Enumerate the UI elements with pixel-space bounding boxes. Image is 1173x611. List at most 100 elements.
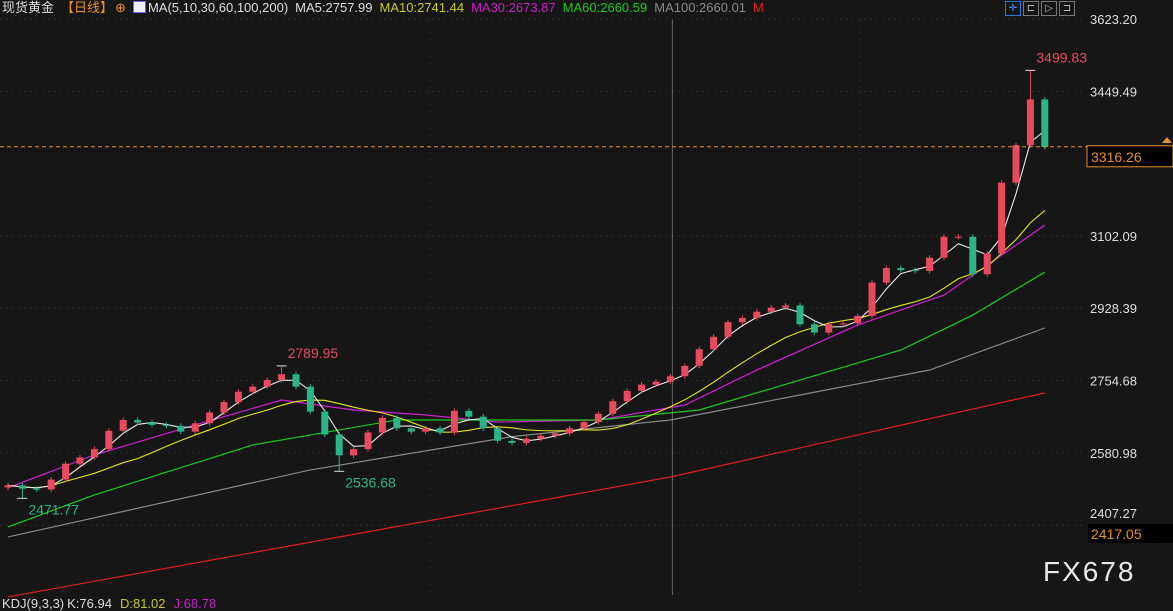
candle-body <box>710 336 718 350</box>
candle-body <box>249 386 257 392</box>
candle-body <box>969 236 977 275</box>
candle-body <box>378 417 386 433</box>
y-tick-label: 2407.27 <box>1090 506 1137 521</box>
candle-body <box>854 315 862 324</box>
candle-body <box>1041 99 1049 147</box>
candle-body <box>1012 145 1020 183</box>
candle-body <box>652 381 660 385</box>
extreme-label: 2471.77 <box>28 501 79 517</box>
candle-body <box>90 449 98 458</box>
candle-body <box>4 485 12 488</box>
candle-body <box>508 440 516 443</box>
candle-body <box>638 384 646 391</box>
candle-body <box>33 488 41 490</box>
candle-body <box>335 434 343 456</box>
candle-body <box>753 311 761 318</box>
candle-body <box>134 419 142 423</box>
candle-body <box>839 323 847 325</box>
ma10-value: MA10:2741.44 <box>379 0 465 15</box>
extreme-label: 2536.68 <box>345 474 396 490</box>
kdj-label: KDJ(9,3,3) <box>2 596 65 611</box>
ma60-value: MA60:2660.59 <box>562 0 648 15</box>
crosshair-icon[interactable]: ✛ <box>1005 1 1021 16</box>
chart-right-icon[interactable]: ⊐ <box>1059 1 1075 16</box>
candle-body <box>609 401 617 414</box>
candle-body <box>393 417 401 429</box>
candle-body <box>810 324 818 333</box>
candle-body <box>191 423 199 432</box>
y-tick-label: 2580.98 <box>1090 446 1137 461</box>
candle-body <box>580 422 588 429</box>
candle-body <box>825 324 833 333</box>
candle-body <box>119 419 127 431</box>
chart-play-icon[interactable]: ▷ <box>1041 1 1057 16</box>
candle-body <box>76 457 84 464</box>
symbol-title: 现货黄金 <box>2 0 55 15</box>
y-tick-label: 2754.68 <box>1090 374 1137 389</box>
chart-left-icon[interactable]: ⊏ <box>1023 1 1039 16</box>
candle-body <box>494 428 502 441</box>
candle-body <box>1026 99 1034 146</box>
candle-body <box>105 430 113 450</box>
candle-body <box>407 428 415 432</box>
candle-body <box>364 432 372 450</box>
ma100-line <box>7 327 1046 538</box>
candle-body <box>220 402 228 413</box>
candle-body <box>263 380 271 387</box>
candle-body <box>724 322 732 337</box>
candle-body <box>782 305 790 308</box>
period-label[interactable]: 【日线】 <box>61 0 114 15</box>
extreme-label: 3499.83 <box>1036 49 1087 65</box>
ma5-value: MA5:2757.99 <box>295 0 373 15</box>
ma60-line <box>7 271 1046 528</box>
candle-body <box>882 268 890 283</box>
candle-body <box>738 317 746 323</box>
candle-body <box>148 422 156 425</box>
candle-body <box>306 386 314 412</box>
candle-body <box>479 416 487 429</box>
candle-body <box>666 376 674 382</box>
zoom-icon[interactable]: ⊕ <box>115 0 126 15</box>
candle-body <box>767 307 775 312</box>
y-tick-label: 3449.49 <box>1090 84 1137 99</box>
toolbar: ✛ ⊏ ▷ ⊐ <box>1005 1 1075 16</box>
candle-body <box>998 182 1006 254</box>
candle-body <box>551 433 559 436</box>
candle-body <box>926 257 934 271</box>
candle-body <box>911 270 919 272</box>
ma10-line <box>7 209 1046 489</box>
candle-body <box>436 428 444 433</box>
candle-body <box>796 305 804 325</box>
price-alert-icon[interactable] <box>1162 137 1172 143</box>
candle-body <box>522 438 530 443</box>
candle-body <box>422 428 430 432</box>
indicator-icon[interactable] <box>132 1 146 13</box>
candle-body <box>983 253 991 275</box>
candle-body <box>162 424 170 426</box>
kdj-k: K:76.94 <box>67 596 112 611</box>
m-button[interactable]: M <box>753 0 764 15</box>
ma30-line <box>7 224 1046 489</box>
candle-body <box>450 410 458 433</box>
kdj-d: D:81.02 <box>119 596 166 611</box>
candle-body <box>465 410 473 417</box>
low-marker-label: 2417.05 <box>1091 526 1142 542</box>
candle-body <box>954 236 962 238</box>
extreme-label: 2789.95 <box>288 345 339 361</box>
y-tick-label: 3102.09 <box>1090 229 1137 244</box>
candle-body <box>47 479 55 490</box>
current-price-box <box>1086 145 1173 168</box>
candle-body <box>537 435 545 439</box>
y-tick-label: 3623.20 <box>1090 12 1137 27</box>
ma100-value: MA100:2660.01 <box>654 0 747 15</box>
candle-body <box>681 365 689 377</box>
current-price-label: 3316.26 <box>1091 149 1142 165</box>
ma30-value: MA30:2673.87 <box>471 0 556 15</box>
candle-body <box>206 412 214 424</box>
low-marker-box <box>1088 524 1173 543</box>
watermark: FX678 <box>1043 556 1136 587</box>
candle-body <box>566 428 574 434</box>
candle-body <box>350 449 358 456</box>
ma200-line <box>7 392 1045 598</box>
